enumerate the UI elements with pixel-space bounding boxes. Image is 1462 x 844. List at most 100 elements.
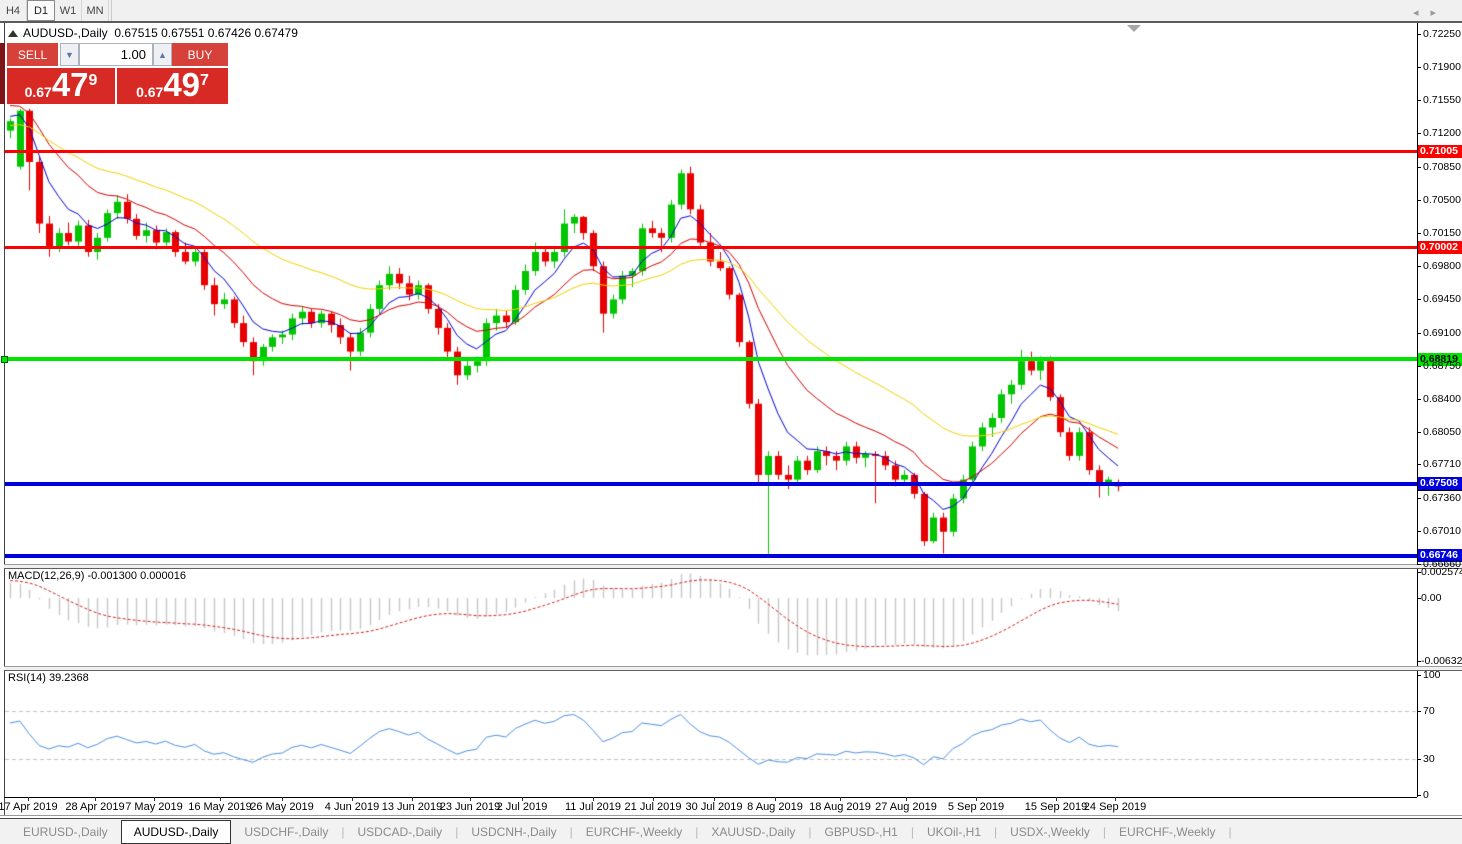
price-tick-label: 0.71900 xyxy=(1423,61,1461,74)
chart-tab-eurusd-daily[interactable]: EURUSD-,Daily xyxy=(23,824,108,839)
price-tick-mark xyxy=(1417,166,1421,168)
tab-separator: | xyxy=(1228,824,1232,839)
level-line-0.71005[interactable] xyxy=(5,150,1417,154)
bid-price-display[interactable]: 0.67 47 9 xyxy=(7,68,115,104)
tab-scroll-arrows: ◂▸ xyxy=(1413,6,1448,19)
timeframe-toolbar: H4 D1 W1 MN xyxy=(0,0,1462,22)
price-tick-mark xyxy=(1417,432,1421,434)
rsi-label: RSI(14) 39.2368 xyxy=(8,672,89,684)
timeframe-button-h4[interactable]: H4 xyxy=(0,0,27,21)
price-tick-mark xyxy=(1417,299,1421,301)
macd-tick-mark xyxy=(1417,598,1421,599)
sell-button[interactable]: SELL xyxy=(7,43,58,66)
date-tick-label: 30 Jul 2019 xyxy=(685,801,743,813)
chart-symbol-label: AUDUSD-,Daily xyxy=(23,26,108,40)
date-tick-label: 2 Jul 2019 xyxy=(496,801,548,813)
ask-price-main: 49 xyxy=(163,66,201,103)
rsi-tick-label: 0 xyxy=(1423,789,1429,801)
expand-panel-icon[interactable] xyxy=(8,30,18,37)
price-tick-mark xyxy=(1417,233,1421,235)
price-tick-mark xyxy=(1417,497,1421,499)
date-tick-mark xyxy=(653,797,654,801)
level-line-0.70002[interactable] xyxy=(5,245,1417,249)
chart-tab-eurchf-weekly[interactable]: EURCHF-,Weekly xyxy=(585,824,683,839)
price-tick-label: 0.68400 xyxy=(1423,393,1461,405)
level-price-badge: 0.70002 xyxy=(1418,240,1462,254)
tab-separator: | xyxy=(695,824,699,839)
rsi-tick-label: 70 xyxy=(1423,705,1435,717)
buy-button[interactable]: BUY xyxy=(172,43,228,66)
tab-separator: | xyxy=(808,824,812,839)
price-tick-mark xyxy=(1417,399,1421,400)
price-tick-label: 0.72250 xyxy=(1423,27,1461,40)
chart-tab-usdcad-daily[interactable]: USDCAD-,Daily xyxy=(357,824,443,839)
volume-input[interactable]: 1.00 xyxy=(79,43,153,66)
ask-price-prefix: 0.67 xyxy=(136,84,164,100)
macd-label: MACD(12,26,9) -0.001300 0.000016 xyxy=(8,570,186,582)
date-tick-mark xyxy=(352,797,353,801)
rsi-tick-mark xyxy=(1417,795,1421,796)
price-tick-mark xyxy=(1417,33,1421,35)
tab-separator: | xyxy=(910,824,914,839)
chart-tab-bar: EURUSD-,Daily AUDUSD-,Daily USDCHF-,Daily |… xyxy=(0,818,1462,844)
tab-separator: | xyxy=(455,824,459,839)
chart-tab-audusd-daily[interactable]: AUDUSD-,Daily xyxy=(120,819,232,844)
date-tick-mark xyxy=(775,797,776,801)
window-bottom-edge xyxy=(0,815,1462,816)
level-line-0.68819[interactable] xyxy=(5,357,1417,362)
level-price-badge: 0.68819 xyxy=(1418,352,1462,366)
date-tick-mark xyxy=(1056,797,1057,801)
price-tick-label: 0.67010 xyxy=(1423,524,1461,537)
macd-rsi-separator[interactable] xyxy=(4,666,1462,671)
timeframe-button-mn[interactable]: MN xyxy=(82,0,109,21)
timeframe-button-d1[interactable]: D1 xyxy=(27,0,55,21)
chart-tab-xauusd-daily[interactable]: XAUUSD-,Daily xyxy=(711,824,796,839)
macd-pane-canvas[interactable] xyxy=(5,568,1417,666)
price-tick-label: 0.68750 xyxy=(1423,359,1461,372)
date-tick-mark xyxy=(906,797,907,801)
chart-top-border xyxy=(0,21,1462,23)
level-anchor-handle[interactable] xyxy=(1,355,8,363)
date-tick-mark xyxy=(28,797,29,801)
main-macd-separator[interactable] xyxy=(4,564,1462,569)
date-tick-label: 13 Jun 2019 xyxy=(381,801,443,813)
volume-increase-button[interactable]: ▲ xyxy=(153,43,172,66)
date-tick-label: 8 Aug 2019 xyxy=(747,801,803,813)
price-tick-label: 0.66660 xyxy=(1423,558,1461,570)
price-tick-mark xyxy=(1417,332,1421,334)
price-tick-label: 0.69800 xyxy=(1423,260,1461,273)
price-tick-label: 0.67710 xyxy=(1423,458,1461,471)
price-chart-canvas[interactable] xyxy=(5,23,1417,565)
ask-price-display[interactable]: 0.67 49 7 xyxy=(117,68,228,104)
timeframe-button-w1[interactable]: W1 xyxy=(55,0,82,21)
level-line-0.67508[interactable] xyxy=(5,481,1417,486)
date-tick-mark xyxy=(412,797,413,801)
date-tick-label: 21 Jul 2019 xyxy=(624,801,682,813)
date-tick-label: 15 Sep 2019 xyxy=(1024,801,1088,813)
level-line-0.66746[interactable] xyxy=(5,553,1417,558)
price-tick-label: 0.71550 xyxy=(1423,94,1461,107)
volume-decrease-button[interactable]: ▼ xyxy=(60,43,79,66)
price-tick-label: 0.68050 xyxy=(1423,426,1461,439)
date-tick-mark xyxy=(522,797,523,801)
date-tick-mark xyxy=(976,797,977,801)
date-tick-mark xyxy=(154,797,155,801)
chart-tab-eurchf-weekly[interactable]: EURCHF-,Weekly xyxy=(1119,824,1216,839)
price-tick-mark xyxy=(1417,133,1421,135)
price-axis-line xyxy=(1417,23,1418,797)
date-tick-label: 18 Aug 2019 xyxy=(809,801,871,813)
chart-shift-marker-icon[interactable] xyxy=(1127,25,1141,32)
rsi-pane-canvas[interactable] xyxy=(5,670,1417,797)
chart-tab-usdchf-daily[interactable]: USDCHF-,Daily xyxy=(244,824,329,839)
chart-tab-usdx-weekly[interactable]: USDX-,Weekly xyxy=(1010,824,1090,839)
macd-tick-mark xyxy=(1417,661,1421,663)
chart-tab-gbpusd-h1[interactable]: GBPUSD-,H1 xyxy=(824,824,898,839)
chart-tab-usdcnh-daily[interactable]: USDCNH-,Daily xyxy=(471,824,557,839)
date-tick-mark xyxy=(714,797,715,801)
chart-tab-ukoil-h1[interactable]: UKOil-,H1 xyxy=(926,824,981,839)
rsi-tick-mark xyxy=(1417,675,1421,676)
level-price-badge: 0.67508 xyxy=(1418,477,1462,492)
date-tick-label: 24 Sep 2019 xyxy=(1083,801,1147,813)
tab-scroll-left-icon[interactable]: ◂ xyxy=(1412,7,1431,19)
tab-scroll-right-icon[interactable]: ▸ xyxy=(1430,7,1448,19)
